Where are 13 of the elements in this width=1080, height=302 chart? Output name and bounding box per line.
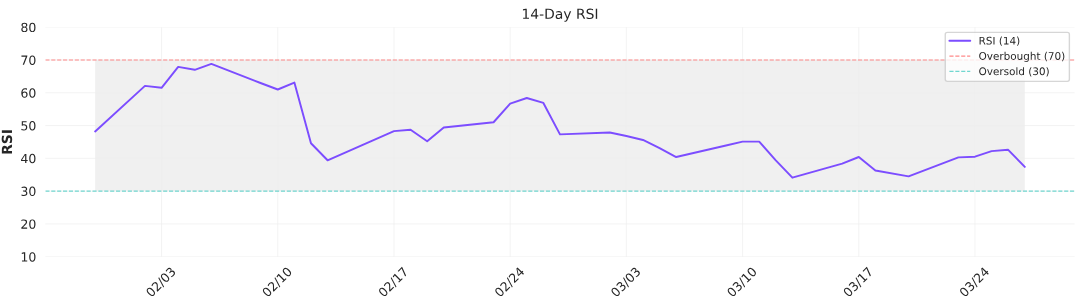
y-tick-label: 60 xyxy=(21,88,36,98)
legend-label: RSI (14) xyxy=(979,36,1020,46)
y-tick-label: 70 xyxy=(21,55,36,65)
y-axis-title: RSI xyxy=(1,130,13,154)
y-tick-label: 50 xyxy=(21,121,36,131)
y-tick-label: 80 xyxy=(21,22,36,33)
y-tick-label: 10 xyxy=(21,252,36,262)
y-tick-label: 40 xyxy=(21,153,36,164)
y-tick-label: 30 xyxy=(21,186,36,197)
y-tick-label: 20 xyxy=(21,219,36,229)
ref-line-label: Overbought (70) xyxy=(979,51,1065,62)
chart-title: 14-Day RSI xyxy=(522,8,598,22)
legend-label: Oversold (30) xyxy=(979,67,1049,77)
